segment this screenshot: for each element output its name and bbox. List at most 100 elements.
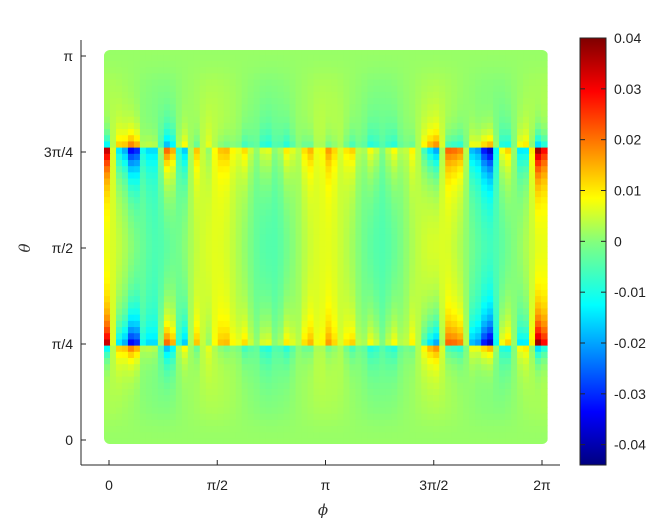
heatmap-cell [115,50,123,55]
heatmap-cell [205,60,213,68]
heatmap-cell [343,227,351,235]
heatmap-cell [355,171,363,179]
heatmap-cell [187,116,195,123]
heatmap-cell [349,431,357,439]
heatmap-cell [373,78,380,86]
heatmap-cell [511,276,518,284]
heatmap-cell [445,246,452,253]
heatmap-cell [409,338,416,346]
heatmap-cell [133,400,141,408]
heatmap-cell [379,369,386,377]
heatmap-cell [205,171,213,179]
heatmap-cell [439,332,446,340]
heatmap-cell [451,382,458,389]
heatmap-cell [481,202,488,210]
heatmap-cell [217,171,225,179]
heatmap-cell [505,369,512,377]
heatmap-cell [493,227,500,235]
heatmap-cell [319,388,327,396]
heatmap-cell [163,351,171,358]
heatmap-cell [121,437,129,444]
heatmap-cell [379,66,386,74]
heatmap-cell [289,431,297,439]
heatmap-cell [193,233,201,241]
heatmap-cell [283,338,291,346]
heatmap-cell [427,221,434,229]
heatmap-cell [104,171,111,179]
heatmap-cell [325,239,333,247]
heatmap-cell [457,208,464,216]
heatmap-cell [457,425,464,433]
heatmap-cell [541,289,548,297]
heatmap-cell [343,320,351,328]
heatmap-cell [373,320,380,328]
heatmap-cell [445,419,452,427]
heatmap-cell [415,239,422,247]
heatmap-cell [145,103,153,111]
heatmap-cell [427,50,434,55]
heatmap-cell [391,406,398,414]
heatmap-cell [325,246,333,253]
heatmap-cell [169,295,177,303]
heatmap-cell [169,184,177,191]
heatmap-cell [145,72,153,80]
heatmap-cell [115,177,123,185]
heatmap-cell [541,406,548,414]
heatmap-cell [175,301,183,309]
heatmap-cell [379,134,386,142]
heatmap-cell [253,54,261,61]
heatmap-cell [199,177,207,185]
heatmap-cell [247,147,255,154]
heatmap-cell [367,283,374,290]
heatmap-cell [253,103,261,111]
heatmap-cell [133,215,141,222]
heatmap-cell [247,307,255,315]
heatmap-cell [319,382,327,389]
heatmap-cell [349,307,357,315]
heatmap-cell [445,252,452,259]
heatmap-cell [127,369,135,377]
heatmap-cell [355,128,363,136]
heatmap-cell [229,357,237,365]
heatmap-cell [541,307,548,315]
heatmap-cell [469,227,476,235]
heatmap-cell [343,369,351,377]
heatmap-cell [109,165,117,173]
heatmap-cell [277,159,285,167]
heatmap-cell [343,140,351,148]
heatmap-cell [241,147,249,154]
heatmap-cell [403,375,410,383]
heatmap-cell [163,283,171,290]
heatmap-cell [271,307,279,315]
heatmap-cell [403,50,410,55]
heatmap-cell [517,54,524,61]
heatmap-cell [355,283,363,290]
heatmap-cell [505,153,512,160]
heatmap-cell [139,382,147,389]
heatmap-cell [253,375,261,383]
heatmap-cell [157,140,165,148]
heatmap-cell [139,221,147,229]
heatmap-cell [493,295,500,303]
heatmap-cell [325,252,333,259]
heatmap-cell [517,357,524,365]
heatmap-cell [235,227,243,235]
heatmap-cell [433,301,440,309]
heatmap-cell [145,177,153,185]
heatmap-cell [523,419,530,427]
heatmap-cell [169,437,177,444]
heatmap-cell [163,109,171,117]
heatmap-cell [457,413,464,420]
heatmap-cell [505,326,512,334]
heatmap-cell [367,338,374,346]
heatmap-cell [343,301,351,309]
heatmap-cell [499,190,506,198]
heatmap-cell [277,85,285,92]
heatmap-cell [445,307,452,315]
heatmap-cell [319,215,327,222]
heatmap-cell [415,413,422,420]
heatmap-cell [409,388,416,396]
heatmap-cell [289,382,297,389]
heatmap-cell [253,85,261,92]
heatmap-cell [181,97,189,105]
